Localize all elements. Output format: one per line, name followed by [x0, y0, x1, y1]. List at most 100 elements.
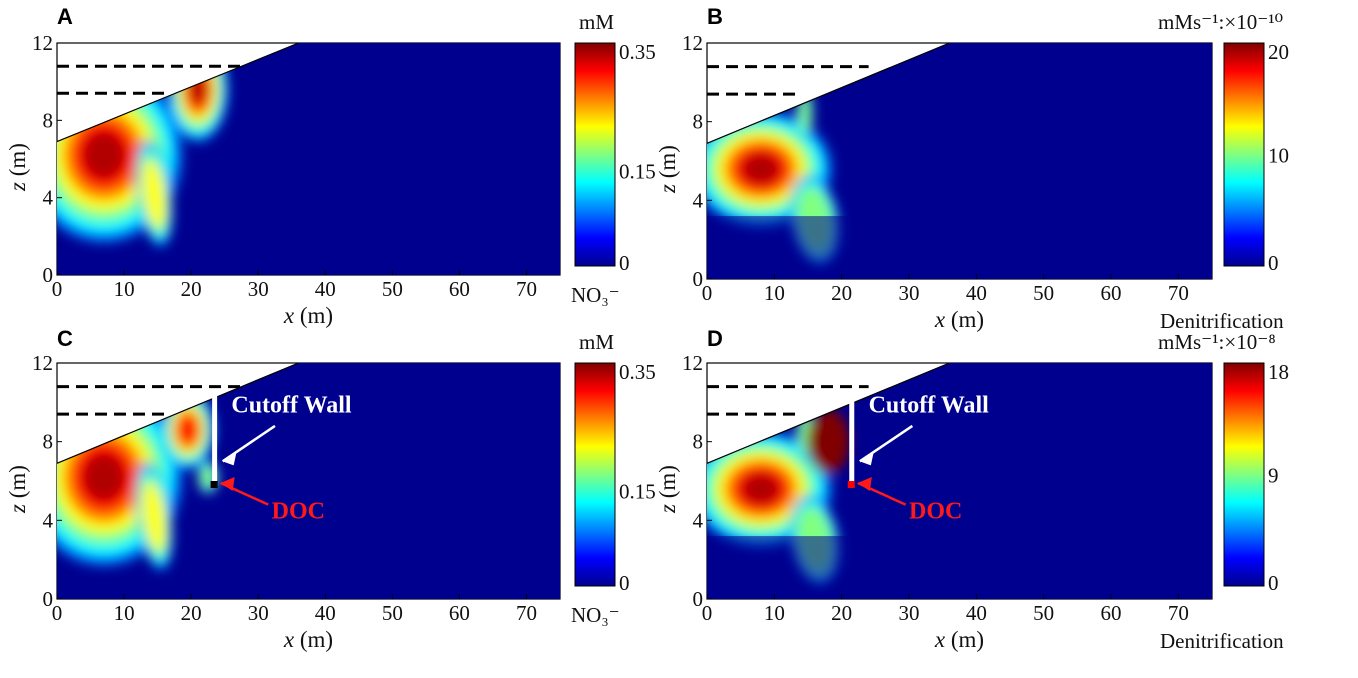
y-tick-label: 12 — [682, 31, 703, 55]
colorbar-tick-label: 0 — [1268, 571, 1279, 595]
x-tick-label: 10 — [764, 601, 785, 625]
colorbar — [574, 362, 616, 587]
colorbar-quantity-label: NO₃⁻ — [571, 603, 620, 627]
y-axis-label: z (m) — [5, 465, 30, 514]
x-tick-label: 70 — [516, 277, 537, 301]
x-tick-label: 60 — [449, 601, 470, 625]
y-axis-var: z — [655, 504, 680, 514]
x-tick-label: 0 — [52, 277, 63, 301]
y-tick-label: 12 — [32, 351, 53, 375]
cutoff-wall-label: Cutoff Wall — [869, 392, 990, 418]
x-tick-label: 10 — [114, 277, 135, 301]
x-tick-label: 70 — [516, 601, 537, 625]
cutoff-wall — [212, 390, 218, 481]
x-tick-label: 40 — [315, 601, 336, 625]
doc-label: DOC — [909, 498, 962, 524]
y-tick-label: 8 — [43, 430, 54, 454]
plume-shape — [741, 473, 781, 505]
x-tick-label: 50 — [1033, 601, 1054, 625]
y-axis-unit: (m) — [5, 143, 30, 182]
x-tick-label: 70 — [1168, 281, 1189, 305]
panel-letter: B — [707, 4, 723, 29]
colorbar-unit-label: mMs⁻¹:×10⁻¹⁰ — [1158, 10, 1283, 34]
y-tick-label: 4 — [43, 186, 54, 210]
y-tick-label: 12 — [32, 31, 53, 55]
colorbar-unit-label: mMs⁻¹:×10⁻⁸ — [1158, 330, 1276, 354]
doc-label: DOC — [272, 498, 325, 524]
colorbar-quantity-label: Denitrification — [1160, 309, 1284, 333]
y-axis-unit: (m) — [655, 145, 680, 184]
x-axis-label: x (m) — [934, 307, 984, 332]
plume-shape — [142, 482, 166, 551]
colorbar — [1223, 42, 1265, 267]
x-tick-label: 30 — [899, 601, 920, 625]
x-tick-label: 10 — [114, 601, 135, 625]
y-axis-label: z (m) — [655, 465, 680, 514]
colorbar-tick-label: 0.35 — [619, 40, 656, 64]
colorbar-tick-label: 0.15 — [619, 159, 656, 183]
panel-d: D Cutoff Wall DOC 0 10 20 30 40 50 60 70 0 4 8 12 x (m)… — [655, 326, 1289, 653]
x-tick-label: 60 — [1101, 601, 1122, 625]
x-tick-label: 0 — [52, 601, 63, 625]
x-axis-unit: (m) — [294, 303, 333, 328]
y-axis-unit: (m) — [655, 465, 680, 504]
x-axis-var: x — [934, 627, 946, 652]
low-band — [707, 536, 849, 599]
colorbar-tick-label: 9 — [1268, 464, 1279, 488]
doc-marker — [210, 481, 218, 488]
x-axis-var: x — [283, 627, 295, 652]
y-tick-label: 8 — [693, 430, 704, 454]
x-tick-label: 40 — [966, 601, 987, 625]
colorbar-tick-label: 0 — [619, 571, 630, 595]
beach-slope — [56, 362, 299, 464]
x-tick-label: 60 — [1101, 281, 1122, 305]
y-axis-label: z (m) — [655, 145, 680, 194]
y-tick-label: 4 — [693, 508, 704, 532]
x-tick-label: 30 — [248, 277, 269, 301]
colorbar-tick-label: 20 — [1268, 40, 1289, 64]
x-tick-label: 30 — [248, 601, 269, 625]
colorbar-tick-label: 0.35 — [619, 360, 656, 384]
plume-blurred — [57, 43, 229, 247]
plume-field — [57, 43, 229, 247]
colorbar-unit-label: mM — [579, 10, 614, 34]
x-tick-label: 40 — [315, 277, 336, 301]
colorbar-tick-label: 10 — [1268, 144, 1289, 168]
panel-c: C Cutoff Wall DOC 0 10 20 30 40 50 60 70 0 4 8 12 x (m)… — [5, 326, 656, 652]
plume-field — [707, 407, 850, 585]
panel-letter: C — [57, 326, 73, 351]
colorbar-tick-label: 0.15 — [619, 479, 656, 503]
y-tick-label: 4 — [43, 508, 54, 532]
x-tick-label: 0 — [702, 281, 713, 305]
x-tick-label: 60 — [449, 277, 470, 301]
plume-shape — [741, 153, 781, 185]
y-tick-label: 0 — [693, 267, 704, 291]
beach-slope — [706, 362, 950, 464]
plume-shape — [806, 409, 850, 475]
cutoff-wall-label: Cutoff Wall — [231, 392, 352, 418]
x-axis-label: x (m) — [283, 303, 333, 328]
x-tick-label: 20 — [181, 277, 202, 301]
doc-arrow-head — [220, 476, 235, 491]
plume-shape — [142, 160, 166, 228]
y-tick-label: 8 — [43, 108, 54, 132]
x-tick-label: 20 — [831, 281, 852, 305]
doc-marker — [847, 481, 855, 488]
x-tick-label: 50 — [382, 277, 403, 301]
colorbar-unit-label: mM — [579, 330, 614, 354]
y-axis-var: z — [5, 504, 30, 514]
x-tick-label: 50 — [1033, 281, 1054, 305]
plume-shape — [82, 453, 126, 502]
beach-slope — [56, 42, 299, 143]
y-tick-label: 0 — [43, 587, 54, 611]
wall-arrow-head — [222, 451, 237, 466]
y-axis-unit: (m) — [5, 465, 30, 504]
x-axis-label: x (m) — [283, 627, 333, 652]
low-band — [707, 216, 849, 279]
x-tick-label: 30 — [899, 281, 920, 305]
plume-blurred — [707, 407, 850, 585]
x-tick-label: 40 — [966, 281, 987, 305]
